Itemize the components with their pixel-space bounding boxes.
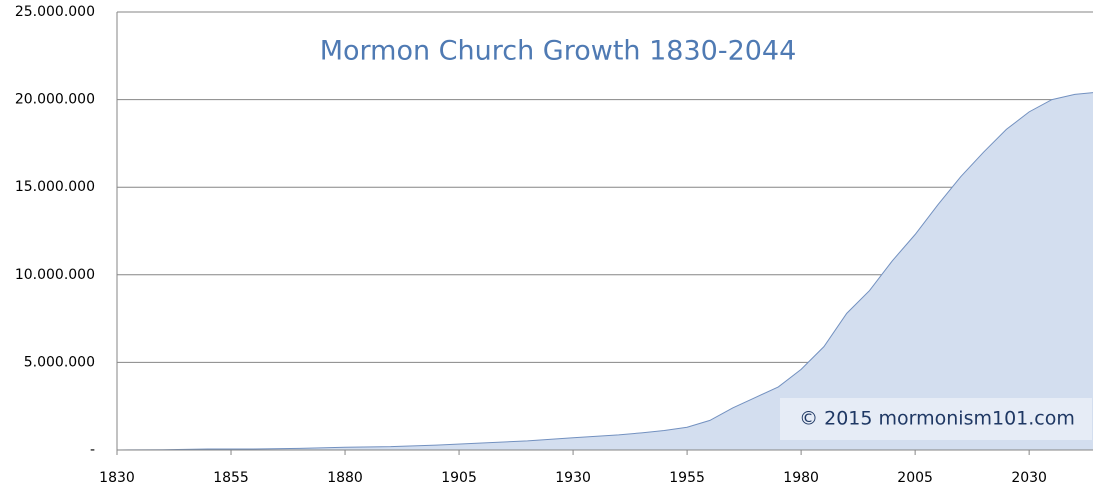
area-line <box>116 92 1094 451</box>
annotation-box <box>780 398 1092 440</box>
y-tick-label: 20.000.000 <box>15 92 95 108</box>
x-tick-label: 1955 <box>669 470 705 486</box>
x-tick-label: 1930 <box>555 470 591 486</box>
x-tick-label: 1905 <box>441 470 477 486</box>
y-tick-label: 25.000.000 <box>15 4 95 20</box>
chart-title: Mormon Church Growth 1830-2044 <box>320 36 797 67</box>
x-tick-label: 2030 <box>1011 470 1047 486</box>
y-tick-label: 10.000.000 <box>15 267 95 283</box>
y-tick-label: - <box>90 442 95 458</box>
y-tick-label: 5.000.000 <box>24 354 95 370</box>
x-tick-label: 2005 <box>897 470 933 486</box>
area <box>117 92 1093 450</box>
x-tick-label: 1830 <box>99 470 135 486</box>
x-tick-label: 1880 <box>327 470 363 486</box>
x-tick-label: 1855 <box>213 470 249 486</box>
y-tick-label: 15.000.000 <box>15 179 95 195</box>
x-tick-label: 1980 <box>783 470 819 486</box>
annotation: © 2015 mormonism101.com <box>799 408 1075 430</box>
